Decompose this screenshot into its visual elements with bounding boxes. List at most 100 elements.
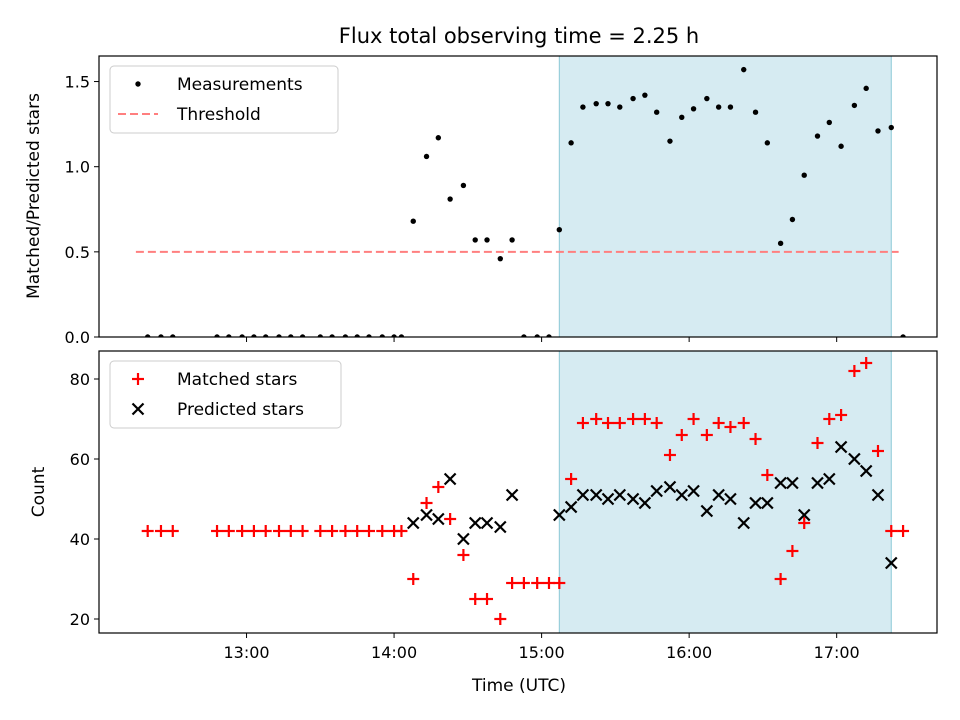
y-tick-label: 1.0: [65, 158, 90, 177]
legend-marker-matched: [132, 373, 144, 385]
matched-point: [326, 525, 339, 537]
measurement-point: [667, 138, 673, 144]
matched-point: [351, 525, 364, 537]
measurement-point: [288, 334, 294, 337]
predicted-point-b: [724, 492, 737, 506]
measurement-point: [170, 334, 176, 337]
predicted-point: [480, 516, 494, 530]
measurement-point: [630, 95, 636, 102]
predicted-point-b: [638, 496, 652, 510]
measurement-point: [472, 237, 478, 243]
measurement-point: [342, 334, 349, 337]
predicted-point: [687, 484, 700, 498]
measurement-point: [158, 334, 164, 337]
measurement-point: [299, 334, 306, 337]
y-tick-label: 20: [70, 610, 90, 629]
measurement-point: [263, 334, 269, 337]
measurement-point: [379, 334, 385, 337]
predicted-point-b: [564, 500, 578, 514]
measurement-point: [460, 182, 467, 189]
measurement-point: [777, 240, 784, 247]
top-panel: 0.0 0.5 1.0 1.5 Measurements Threshold: [65, 55, 938, 347]
predicted-point: [834, 440, 848, 454]
measurement-point: [888, 124, 894, 131]
measurement-point: [398, 334, 405, 337]
predicted-point: [638, 496, 652, 510]
measurement-point: [226, 334, 232, 337]
predicted-point-b: [797, 508, 811, 522]
matched-point: [590, 413, 603, 425]
predicted-point: [724, 492, 737, 506]
observing-interval-shade: [558, 350, 892, 634]
predicted-point-b: [737, 516, 751, 530]
measurement-point: [251, 334, 257, 337]
matched-point: [154, 525, 167, 537]
measurement-point: [789, 216, 796, 223]
measurement-point: [617, 104, 623, 110]
measurement-point: [521, 334, 527, 337]
matched-point: [362, 525, 375, 537]
matched-point: [823, 413, 836, 425]
predicted-point-b: [505, 488, 519, 502]
predicted-point: [443, 472, 457, 486]
predicted-point: [494, 520, 507, 534]
plot-area-bottom: [141, 357, 910, 625]
measurement-point: [214, 334, 220, 337]
measurement-point: [752, 109, 759, 115]
predicted-point-b: [626, 492, 640, 506]
matched-point: [141, 525, 154, 537]
matched-point: [553, 577, 566, 589]
matched-point: [494, 613, 507, 625]
matched-point: [663, 449, 676, 461]
predicted-point-b: [884, 556, 898, 570]
measurement-point: [144, 334, 151, 337]
predicted-point: [871, 488, 885, 502]
matched-point: [284, 525, 297, 537]
measurement-point: [764, 140, 771, 146]
predicted-point-b: [494, 520, 507, 534]
y-axis-label-bottom: Count: [29, 466, 49, 517]
matched-point: [798, 517, 811, 529]
legend-marker-measurement: [135, 81, 141, 87]
predicted-point: [589, 488, 603, 502]
predicted-point-b: [650, 484, 663, 498]
predicted-point: [650, 484, 663, 498]
predicted-point-b: [774, 476, 787, 490]
predicted-point-b: [443, 472, 457, 486]
measurement-point: [679, 114, 685, 121]
matched-point: [376, 525, 389, 537]
predicted-point: [712, 488, 725, 502]
predicted-point: [823, 472, 836, 486]
legend-label: Measurements: [177, 75, 303, 95]
matched-point: [897, 525, 910, 537]
matched-point: [860, 357, 873, 369]
matched-point: [222, 525, 235, 537]
predicted-point-b: [786, 476, 799, 490]
predicted-point-b: [871, 488, 885, 502]
predicted-point: [626, 492, 640, 506]
legend-box: [109, 360, 342, 429]
measurement-point: [814, 133, 821, 139]
measurement-point: [435, 135, 442, 141]
matched-point: [407, 573, 420, 585]
y-tick-label: 40: [70, 530, 90, 549]
y-tick-label: 60: [70, 450, 90, 469]
x-tick-label: 16:00: [666, 643, 712, 662]
x-tick-label: 14:00: [371, 643, 417, 662]
predicted-point-b: [749, 496, 762, 510]
measurement-point: [546, 334, 552, 337]
matched-point: [314, 525, 327, 537]
legend-label: Threshold: [176, 105, 261, 125]
measurement-point: [838, 143, 844, 149]
predicted-point: [859, 464, 873, 478]
predicted-point-b: [601, 492, 615, 506]
predicted-point: [749, 496, 762, 510]
matched-point: [247, 525, 260, 537]
matched-point: [565, 473, 578, 485]
predicted-point: [786, 476, 799, 490]
matched-point: [712, 417, 725, 429]
matched-point: [542, 577, 555, 589]
measurement-point: [423, 153, 430, 160]
predicted-point-b: [406, 516, 420, 530]
